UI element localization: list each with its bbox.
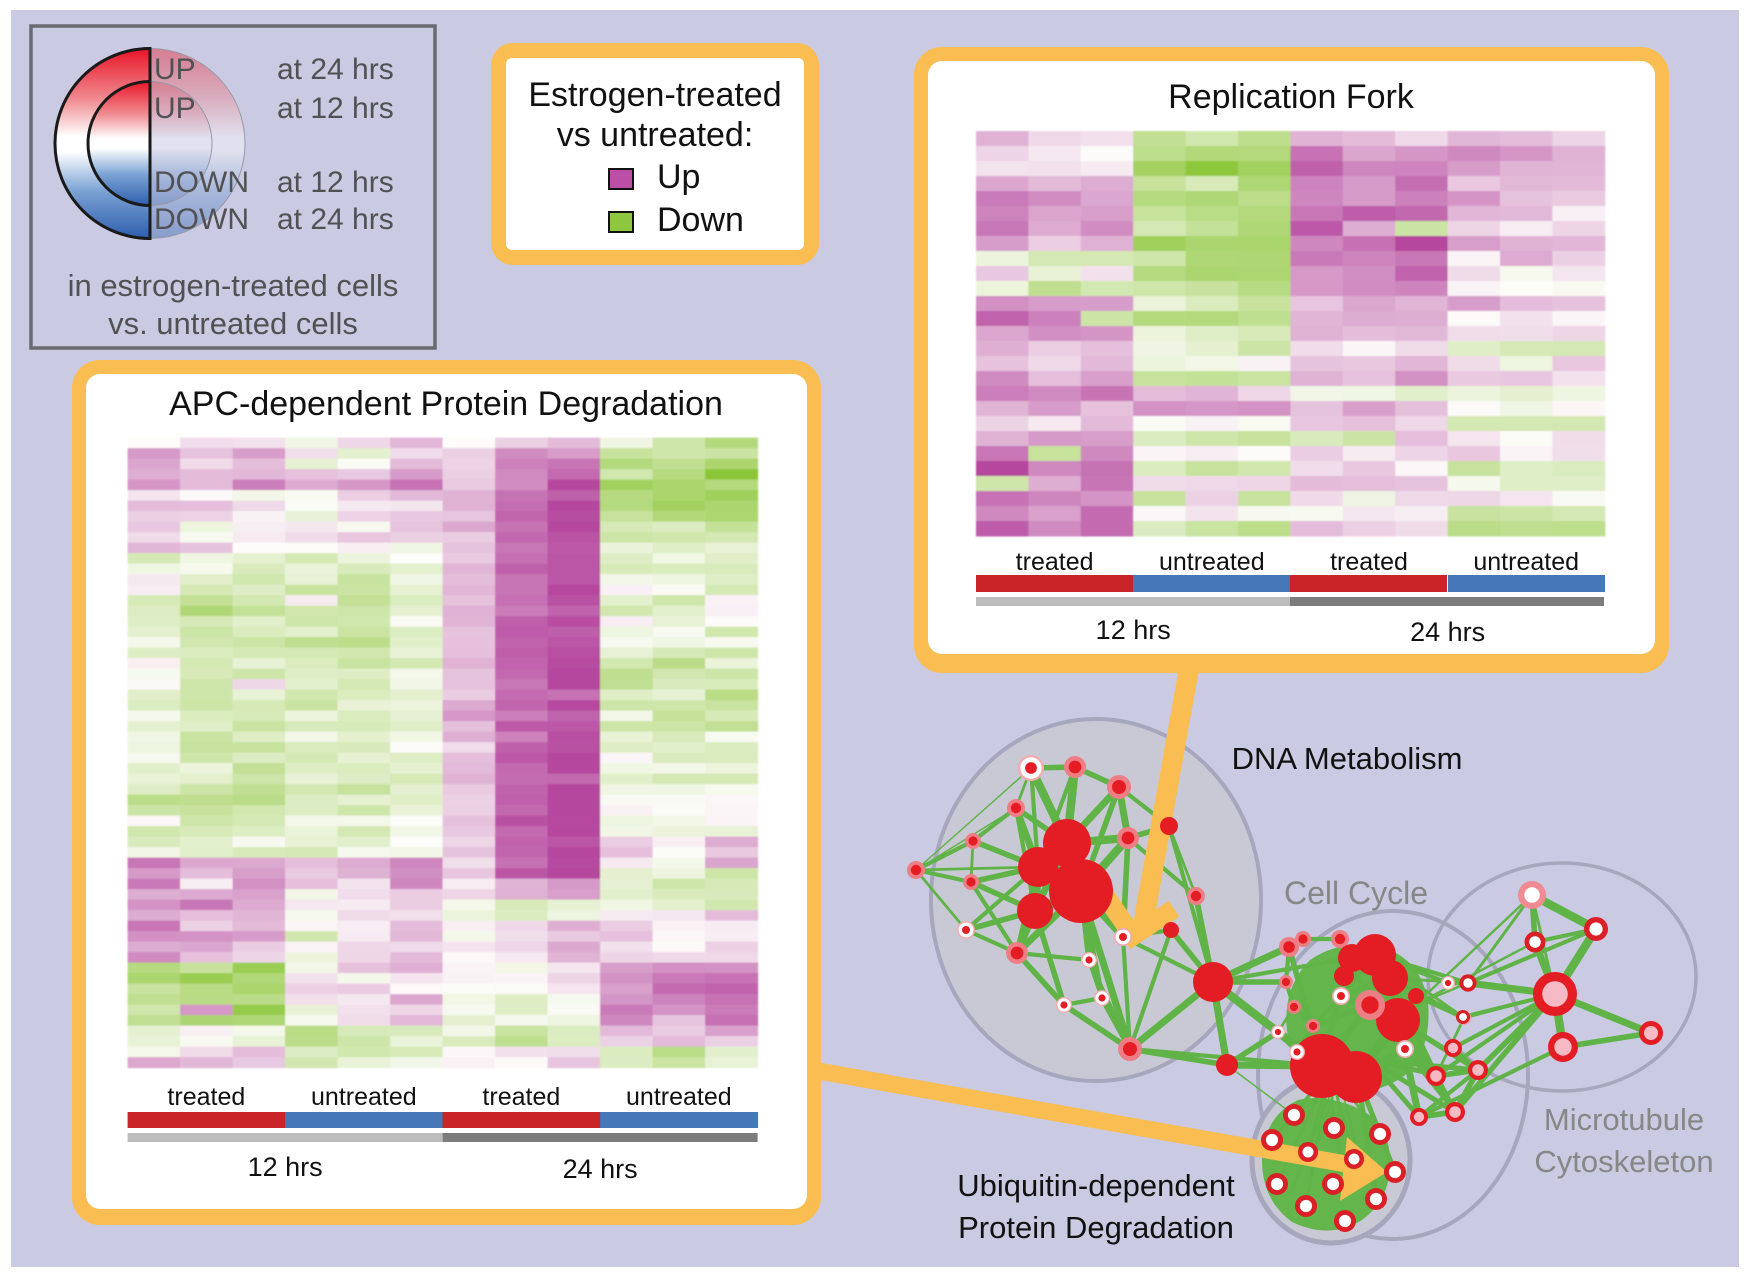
svg-text:untreated: untreated bbox=[1159, 548, 1265, 576]
svg-text:24 hrs: 24 hrs bbox=[1410, 617, 1485, 647]
svg-text:vs untreated:: vs untreated: bbox=[557, 116, 754, 154]
svg-text:untreated: untreated bbox=[1473, 548, 1579, 576]
svg-text:Up: Up bbox=[657, 158, 700, 196]
svg-text:vs. untreated cells: vs. untreated cells bbox=[108, 306, 358, 341]
svg-text:12 hrs: 12 hrs bbox=[248, 1152, 323, 1182]
svg-text:12 hrs: 12 hrs bbox=[1096, 615, 1171, 645]
svg-text:Estrogen-treated: Estrogen-treated bbox=[528, 76, 781, 114]
svg-text:APC-dependent Protein Degradat: APC-dependent Protein Degradation bbox=[169, 385, 723, 423]
svg-text:Cell Cycle: Cell Cycle bbox=[1284, 875, 1428, 911]
svg-text:treated: treated bbox=[1330, 548, 1408, 576]
svg-text:Ubiquitin-dependent: Ubiquitin-dependent bbox=[957, 1168, 1235, 1203]
svg-text:UP: UP bbox=[154, 53, 196, 86]
svg-text:at 12 hrs: at 12 hrs bbox=[277, 92, 394, 125]
svg-text:Down: Down bbox=[657, 201, 744, 239]
svg-text:in estrogen-treated cells: in estrogen-treated cells bbox=[68, 268, 399, 303]
svg-text:treated: treated bbox=[482, 1083, 560, 1111]
svg-text:DNA Metabolism: DNA Metabolism bbox=[1232, 741, 1463, 776]
svg-text:Microtubule: Microtubule bbox=[1544, 1102, 1704, 1137]
svg-text:DOWN: DOWN bbox=[154, 166, 249, 199]
svg-text:Cytoskeleton: Cytoskeleton bbox=[1534, 1144, 1713, 1179]
svg-text:at 24 hrs: at 24 hrs bbox=[277, 53, 394, 86]
svg-text:at 24 hrs: at 24 hrs bbox=[277, 203, 394, 236]
svg-text:DOWN: DOWN bbox=[154, 203, 249, 236]
svg-text:Protein Degradation: Protein Degradation bbox=[958, 1210, 1234, 1245]
svg-text:treated: treated bbox=[167, 1083, 245, 1111]
svg-text:treated: treated bbox=[1016, 548, 1094, 576]
svg-text:at 12 hrs: at 12 hrs bbox=[277, 166, 394, 199]
svg-text:24 hrs: 24 hrs bbox=[563, 1154, 638, 1184]
svg-text:untreated: untreated bbox=[311, 1083, 417, 1111]
svg-text:UP: UP bbox=[154, 92, 196, 125]
svg-text:Replication Fork: Replication Fork bbox=[1168, 78, 1415, 116]
svg-text:untreated: untreated bbox=[626, 1083, 732, 1111]
